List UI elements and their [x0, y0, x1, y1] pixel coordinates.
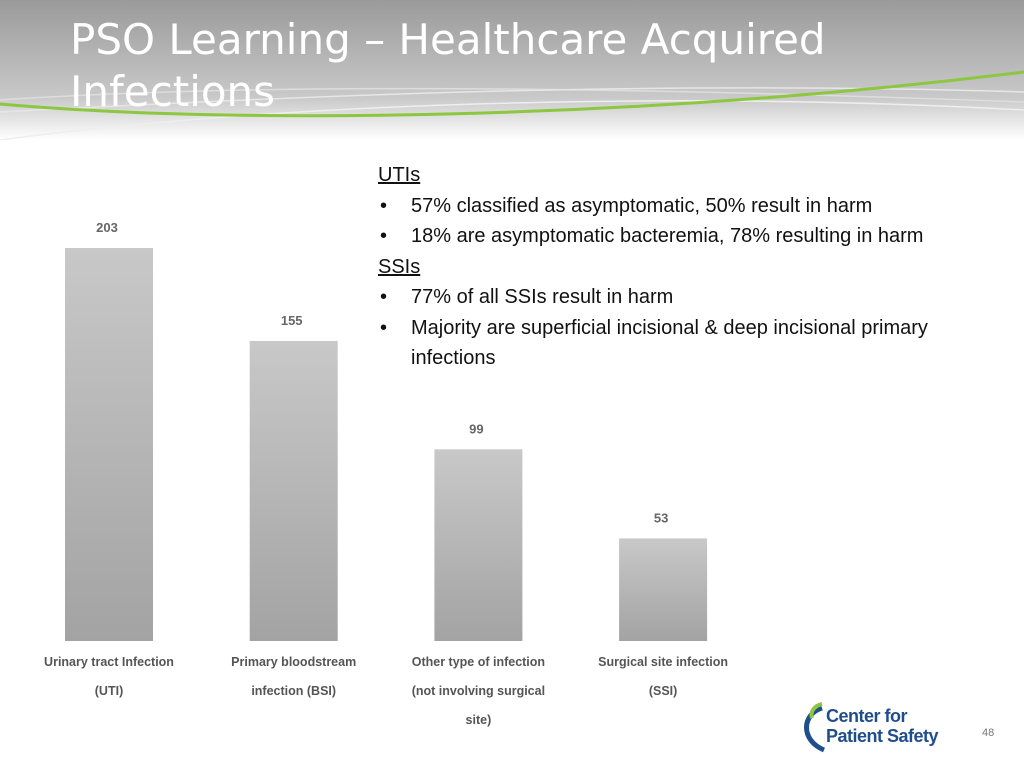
value-label: 53	[654, 510, 668, 525]
logo-text: Center for Patient Safety	[826, 706, 939, 746]
section-heading: UTIs	[378, 164, 421, 186]
header-curve	[0, 100, 1024, 140]
chart: 203 155 99 53	[65, 220, 708, 641]
page-number: 48	[982, 727, 995, 739]
value-label: 155	[281, 313, 303, 328]
bullet-list: 57% classified as asymptomatic, 50% resu…	[378, 191, 978, 252]
notes: UTIs 57% classified as asymptomatic, 50% …	[378, 160, 978, 374]
header-green-curve	[0, 70, 1024, 118]
section-heading: SSIs	[378, 255, 421, 278]
logo-mark	[804, 702, 826, 753]
value-label: 99	[469, 421, 483, 436]
logo-line: Patient Safety	[826, 726, 939, 746]
value-label: 203	[96, 220, 118, 235]
x-tick-label: Urinary tract Infection (UTI)	[44, 655, 174, 698]
bar	[65, 248, 153, 641]
header-background	[0, 0, 1024, 140]
bar	[434, 449, 523, 641]
header-band	[0, 0, 1024, 140]
bullet: Majority are superficial incisional & de…	[378, 313, 951, 374]
x-tick-label: Primary bloodstream infection (BSI)	[231, 655, 357, 698]
bullet: 57% classified as asymptomatic, 50% resu…	[378, 191, 951, 222]
x-tick-label: Surgical site infection (SSI)	[598, 655, 729, 698]
header-curve	[0, 87, 1024, 103]
logo-line: Center for	[826, 706, 908, 726]
x-tick-label: Other type of infection (not involving s…	[411, 655, 546, 727]
bullet: 18% are asymptomatic bacteremia, 78% res…	[378, 221, 951, 252]
bullet-list: 77% of all SSIs result in harmMajority a…	[378, 282, 978, 374]
bullet: 77% of all SSIs result in harm	[378, 282, 951, 313]
bar	[619, 538, 708, 641]
slide-title: PSO Learning – Healthcare Acquired Infec…	[70, 15, 826, 116]
bar	[249, 340, 338, 641]
